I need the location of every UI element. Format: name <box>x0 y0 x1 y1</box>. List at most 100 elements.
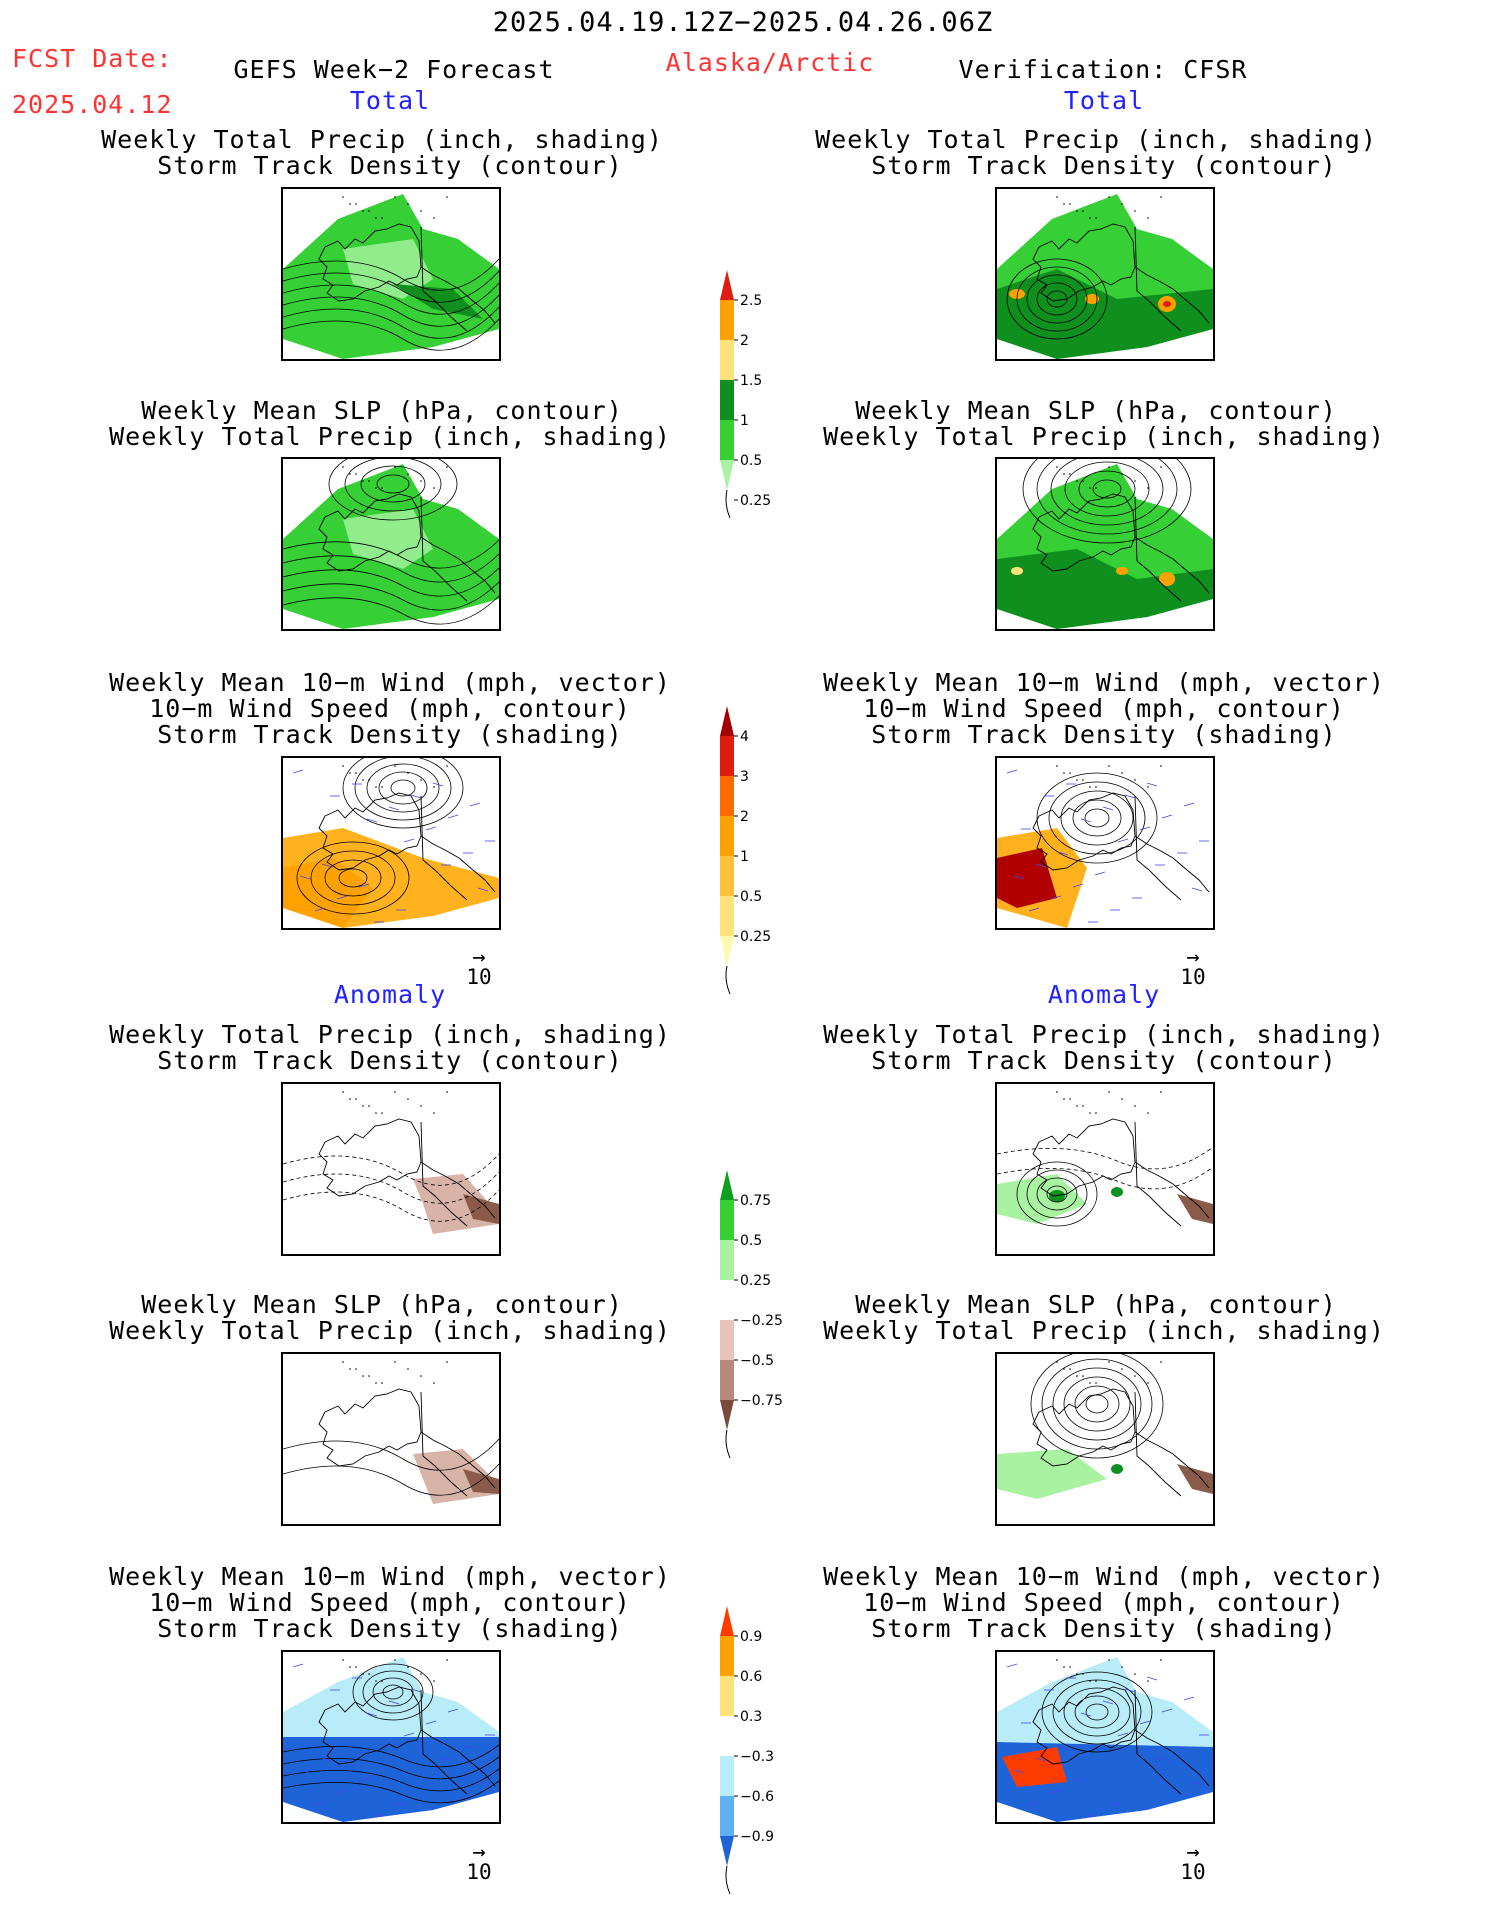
island-dot <box>446 466 448 468</box>
wind-vector <box>1035 863 1047 868</box>
island-dot <box>1108 1361 1110 1363</box>
colorbar-anom-storm: 0.9 0.6 0.3 −0.3 −0.6 −0.9 <box>720 1606 800 1910</box>
colorbar-label: 2.5 <box>740 293 762 309</box>
colorbar-bottom-triangle <box>720 936 734 966</box>
island-dot <box>1134 1105 1136 1107</box>
wind-vector <box>336 1789 348 1794</box>
colorbar-segment <box>720 1636 734 1676</box>
wind-vector <box>1028 907 1040 912</box>
island-dot <box>1056 1091 1058 1093</box>
island-dot <box>1147 487 1149 489</box>
colorbar-segment <box>720 1756 734 1796</box>
wind-vector <box>358 1777 370 1782</box>
island-dot <box>1089 1112 1091 1114</box>
wind-vector <box>1028 1801 1040 1806</box>
island-dot <box>1069 772 1071 774</box>
contour-line <box>283 581 499 611</box>
storm-anom-max <box>1002 1747 1067 1787</box>
island-dot <box>375 217 377 219</box>
island-dot <box>1089 786 1091 788</box>
island-dot <box>394 1361 396 1363</box>
map-anom-slp-precip-verification <box>995 1352 1215 1526</box>
contour-line <box>338 868 368 888</box>
colorbar-label: 1 <box>740 849 749 865</box>
contour-line <box>1084 808 1110 828</box>
island-dot <box>433 786 435 788</box>
arrow-right-icon: → <box>1186 945 1200 970</box>
contour-line <box>1074 1695 1120 1729</box>
precip-anom-shading <box>997 1174 1087 1224</box>
island-dot <box>375 1680 377 1682</box>
map-total-precip-storm-forecast <box>281 187 501 361</box>
island-dot <box>1056 765 1058 767</box>
wind-vector <box>358 883 370 888</box>
island-dot <box>394 466 396 468</box>
vector-ref-total-right: → 10 <box>1173 945 1213 989</box>
island-dot <box>1160 466 1162 468</box>
wind-vector <box>1006 769 1018 774</box>
wind-vector <box>469 802 481 807</box>
title-anom-precip-storm-r1: Weekly Total Precip (inch, shading) <box>823 1020 1385 1049</box>
precip-anom-max <box>1049 1190 1065 1202</box>
island-dot <box>349 1368 351 1370</box>
title-wind-storm-l3: Storm Track Density (shading) <box>157 720 623 749</box>
wind-vector <box>321 1757 333 1762</box>
island-dot <box>368 480 370 482</box>
title-precip-storm-r1: Weekly Total Precip (inch, shading) <box>815 125 1377 154</box>
title-anom-wind-storm-r3: Storm Track Density (shading) <box>871 1614 1337 1643</box>
map-anom-slp-precip-forecast <box>281 1352 501 1526</box>
colorbar-label: 2 <box>740 333 749 349</box>
border-line <box>420 496 468 602</box>
colorbar-top-triangle <box>720 1606 734 1636</box>
map-anom-precip-storm-forecast <box>281 1082 501 1256</box>
coastline <box>318 792 496 893</box>
map-total-precip-storm-verification <box>995 187 1215 361</box>
colorbar-segment <box>720 1280 734 1320</box>
map-svg <box>283 1091 499 1234</box>
precip-max <box>1011 567 1023 575</box>
wind-vector <box>1139 826 1151 831</box>
contour-line <box>1074 1385 1120 1423</box>
island-dot <box>362 210 364 212</box>
title-wind-storm-r1: Weekly Mean 10−m Wind (mph, vector) <box>823 668 1385 697</box>
border-line <box>1134 1121 1182 1227</box>
wind-vector <box>447 1708 459 1713</box>
contour-line <box>283 1438 499 1471</box>
island-dot <box>1095 1382 1097 1384</box>
colorbar-svg: 2.5 2 1.5 1 0.5 0.25 <box>720 270 771 519</box>
island-dot <box>349 203 351 205</box>
island-dot <box>1147 1680 1149 1682</box>
island-dot <box>1095 1112 1097 1114</box>
contour-line <box>1041 1671 1153 1753</box>
island-dot <box>1160 1361 1162 1363</box>
contour-line <box>1026 1169 1088 1219</box>
colorbar-label: −0.9 <box>740 1829 774 1845</box>
island-dot <box>1108 765 1110 767</box>
island-dot <box>349 772 351 774</box>
precip-shading-dark <box>997 549 1213 629</box>
colorbar-segment <box>720 420 734 460</box>
island-dot <box>407 1368 409 1370</box>
map-anom-wind-storm-verification <box>995 1650 1215 1824</box>
island-dot <box>1121 1098 1123 1100</box>
title-anom-precip-storm-l2: Storm Track Density (contour) <box>157 1046 623 1075</box>
contour-line <box>1016 266 1098 332</box>
map-svg <box>283 1361 499 1504</box>
island-dot <box>1108 1659 1110 1661</box>
island-dot <box>1076 210 1078 212</box>
contour-line <box>1016 1161 1098 1227</box>
island-dot <box>375 1382 377 1384</box>
island-dot <box>1160 196 1162 198</box>
island-dot <box>342 196 344 198</box>
island-dot <box>1147 1382 1149 1384</box>
contour-line <box>283 1463 499 1496</box>
storm-shading-dark <box>283 858 373 928</box>
precip-max <box>1159 572 1175 586</box>
map-svg <box>997 1657 1213 1822</box>
wind-vector <box>1006 1663 1018 1668</box>
island-dot <box>1056 466 1058 468</box>
title-anom-wind-storm-l1: Weekly Mean 10−m Wind (mph, vector) <box>109 1562 671 1591</box>
island-dot <box>407 1098 409 1100</box>
contour-line <box>283 567 499 597</box>
island-dot <box>355 473 357 475</box>
